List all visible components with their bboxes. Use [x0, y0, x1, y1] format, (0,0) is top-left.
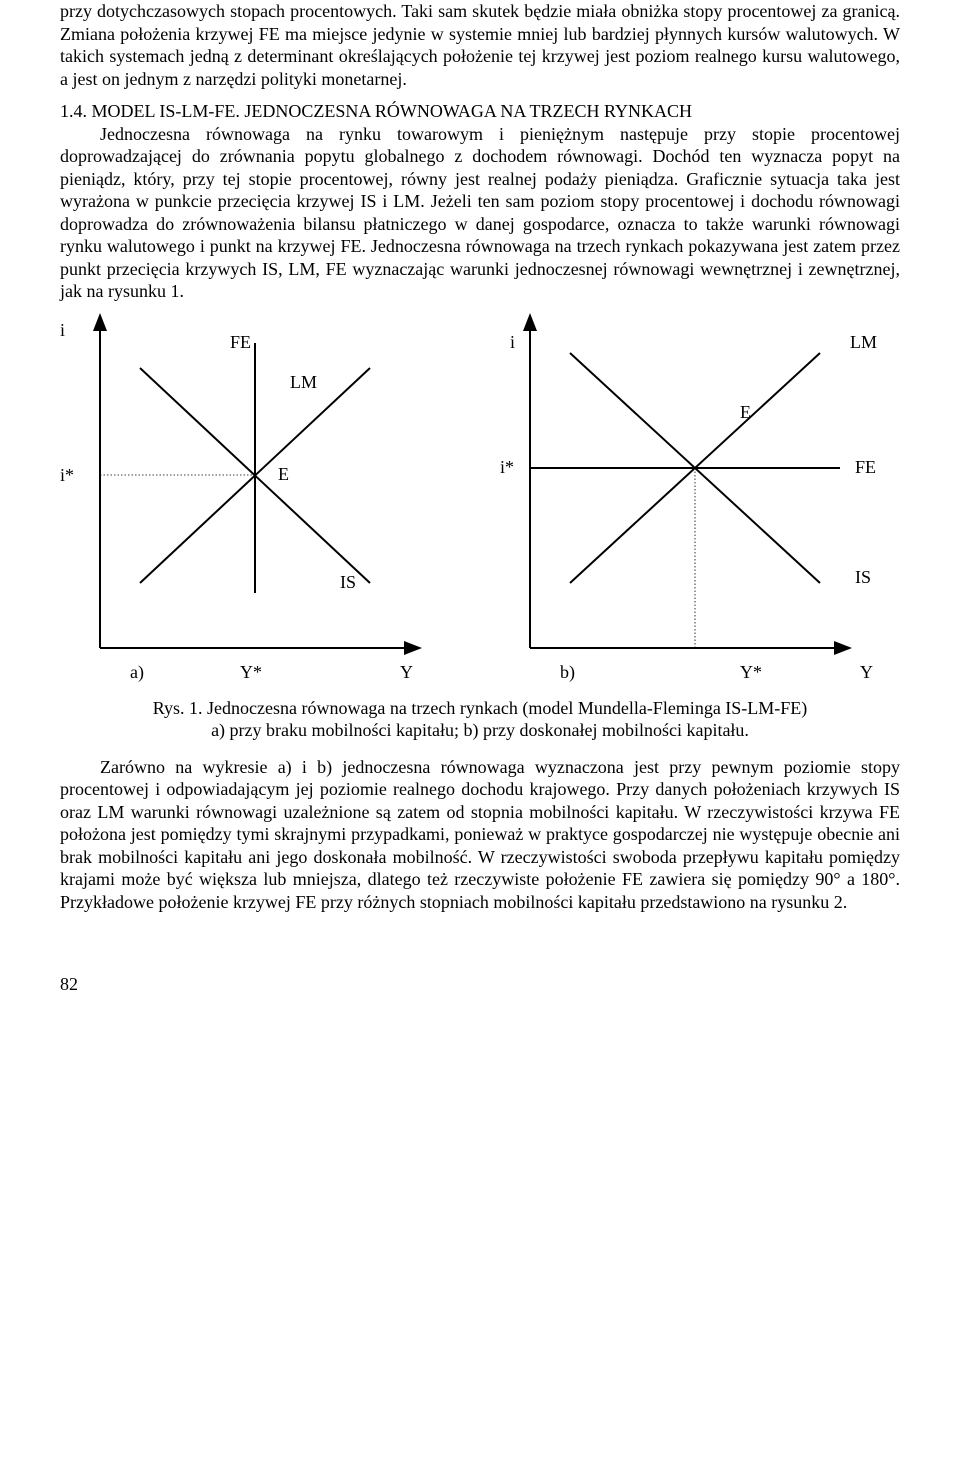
caption-line-2: a) przy braku mobilności kapitału; b) pr… — [211, 720, 749, 740]
figure-1b: i i* LM E FE IS Y* Y b) — [490, 313, 900, 693]
label-a-Y: Y — [400, 663, 413, 681]
label-b-E: E — [740, 403, 751, 421]
label-b-IS: IS — [855, 568, 871, 586]
figure-1a: i i* FE LM E IS Y* Y a) — [60, 313, 470, 693]
label-a-LM: LM — [290, 373, 317, 391]
label-b-FE: FE — [855, 458, 876, 476]
label-b-panel: b) — [560, 663, 575, 681]
paragraph-intro: przy dotychczasowych stopach procentowyc… — [60, 0, 900, 90]
label-b-i: i — [510, 333, 515, 351]
figure-1-container: i i* FE LM E IS Y* Y a) i i* LM E FE — [60, 313, 900, 693]
figure-1-caption: Rys. 1. Jednoczesna równowaga na trzech … — [60, 697, 900, 742]
chart-b-svg — [490, 313, 900, 693]
section-body: Jednoczesna równowaga na rynku towarowym… — [60, 123, 900, 303]
label-a-IS: IS — [340, 573, 356, 591]
paragraph-after-figure: Zarówno na wykresie a) i b) jednoczesna … — [60, 756, 900, 914]
caption-line-1: Rys. 1. Jednoczesna równowaga na trzech … — [153, 698, 808, 718]
label-b-LM: LM — [850, 333, 877, 351]
label-a-istar: i* — [60, 466, 74, 484]
chart-a-svg — [60, 313, 470, 693]
label-b-Ystar: Y* — [740, 663, 762, 681]
label-a-panel: a) — [130, 663, 144, 681]
page-number: 82 — [60, 973, 900, 996]
label-a-Ystar: Y* — [240, 663, 262, 681]
label-a-i: i — [60, 321, 65, 339]
section-title: 1.4. MODEL IS-LM-FE. JEDNOCZESNA RÓWNOWA… — [60, 101, 692, 121]
label-a-FE: FE — [230, 333, 251, 351]
label-b-istar: i* — [500, 458, 514, 476]
label-a-E: E — [278, 465, 289, 483]
label-b-Y: Y — [860, 663, 873, 681]
section-1-4: 1.4. MODEL IS-LM-FE. JEDNOCZESNA RÓWNOWA… — [60, 100, 900, 303]
